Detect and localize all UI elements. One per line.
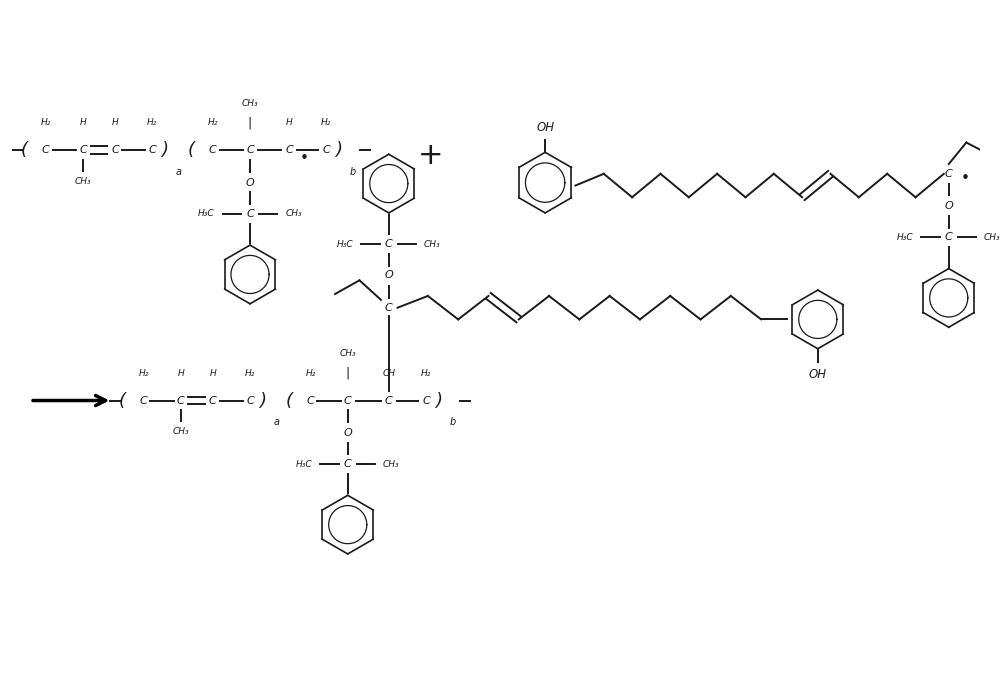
Text: OH: OH — [809, 367, 827, 381]
Text: •: • — [299, 151, 308, 166]
Text: H₂: H₂ — [138, 369, 149, 377]
Text: ): ) — [259, 392, 266, 410]
Text: H: H — [80, 119, 86, 127]
Text: H₂: H₂ — [421, 369, 431, 377]
Text: |: | — [248, 117, 252, 129]
Text: C: C — [246, 209, 254, 219]
Text: CH₃: CH₃ — [242, 99, 258, 108]
Text: C: C — [148, 146, 156, 155]
Text: C: C — [246, 396, 254, 406]
Text: C: C — [422, 396, 430, 406]
Text: H: H — [210, 369, 216, 377]
Text: (: ( — [21, 142, 28, 159]
Text: H₂: H₂ — [305, 369, 316, 377]
Text: H₂: H₂ — [245, 369, 255, 377]
Text: (: ( — [286, 392, 293, 410]
Text: O: O — [944, 201, 953, 211]
Text: OH: OH — [536, 121, 554, 134]
Text: C: C — [385, 239, 393, 249]
Text: C: C — [79, 146, 87, 155]
Text: CH₃: CH₃ — [984, 233, 1000, 242]
Text: O: O — [384, 270, 393, 280]
Text: C: C — [111, 146, 119, 155]
Text: H₂: H₂ — [147, 119, 157, 127]
Text: C: C — [344, 459, 352, 469]
Text: ): ) — [161, 142, 168, 159]
Text: (: ( — [188, 142, 195, 159]
Text: •: • — [961, 171, 970, 186]
Text: C: C — [209, 146, 217, 155]
Text: b: b — [449, 417, 455, 427]
Text: CH: CH — [382, 369, 395, 377]
Text: CH₃: CH₃ — [424, 240, 441, 249]
Text: C: C — [140, 396, 147, 406]
Text: H₃C: H₃C — [198, 210, 215, 218]
Text: C: C — [385, 303, 393, 313]
Text: H: H — [286, 119, 292, 127]
Text: a: a — [176, 167, 182, 177]
Text: a: a — [273, 417, 279, 427]
Text: C: C — [344, 396, 352, 406]
Text: C: C — [42, 146, 50, 155]
Text: CH₃: CH₃ — [339, 349, 356, 358]
Text: +: + — [418, 141, 444, 170]
Text: C: C — [945, 168, 953, 179]
Text: CH₃: CH₃ — [383, 460, 400, 468]
Text: (: ( — [119, 392, 126, 410]
Text: ): ) — [435, 392, 442, 410]
Text: O: O — [246, 177, 254, 187]
Text: H₃C: H₃C — [897, 233, 914, 242]
Text: C: C — [945, 233, 953, 243]
Text: C: C — [307, 396, 314, 406]
Text: b: b — [350, 167, 356, 177]
Text: H₃C: H₃C — [337, 240, 354, 249]
Text: |: | — [346, 367, 350, 379]
Text: H₂: H₂ — [41, 119, 51, 127]
Text: ): ) — [335, 142, 342, 159]
Text: C: C — [209, 396, 217, 406]
Text: O: O — [343, 428, 352, 438]
Text: CH₃: CH₃ — [172, 427, 189, 436]
Text: C: C — [322, 146, 330, 155]
Text: C: C — [177, 396, 185, 406]
Text: C: C — [246, 146, 254, 155]
Text: H₂: H₂ — [321, 119, 331, 127]
Text: H: H — [177, 369, 184, 377]
Text: H: H — [112, 119, 119, 127]
Text: C: C — [385, 396, 393, 406]
Text: H₃C: H₃C — [296, 460, 313, 468]
Text: H₂: H₂ — [208, 119, 218, 127]
Text: C: C — [285, 146, 293, 155]
Text: CH₃: CH₃ — [75, 177, 91, 186]
Text: CH₃: CH₃ — [285, 210, 302, 218]
